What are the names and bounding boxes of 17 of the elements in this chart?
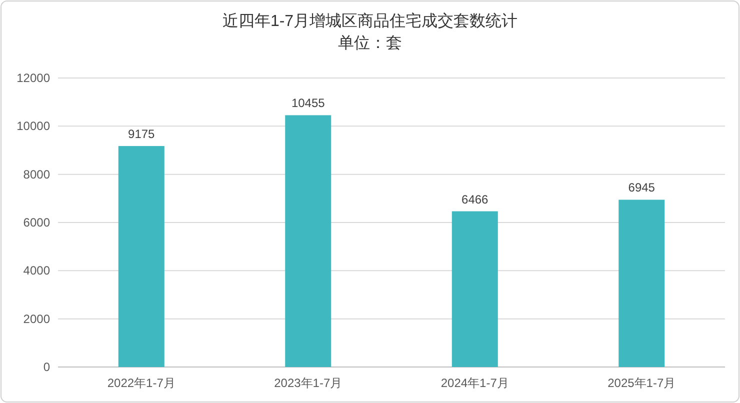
data-label: 6945 bbox=[628, 180, 656, 195]
y-tick-label: 6000 bbox=[23, 216, 50, 230]
x-tick-label: 2023年1-7月 bbox=[274, 376, 342, 390]
x-tick-label: 2022年1-7月 bbox=[107, 376, 176, 390]
y-tick-label: 2000 bbox=[23, 312, 50, 326]
x-tick-label: 2024年1-7月 bbox=[440, 376, 509, 390]
data-label: 6466 bbox=[462, 192, 489, 206]
y-tick-label: 10000 bbox=[16, 119, 50, 134]
y-tick-label: 0 bbox=[43, 360, 50, 374]
data-label: 9175 bbox=[128, 127, 156, 142]
data-label: 10455 bbox=[291, 96, 326, 110]
y-tick-label: 12000 bbox=[16, 71, 50, 85]
title: 近四年1-7月增城区商品住宅成交套数统计 bbox=[222, 13, 518, 30]
y-tick-label: 4000 bbox=[23, 264, 50, 278]
y-tick-label: 8000 bbox=[23, 167, 50, 182]
x-tick-label: 2025年1-7月 bbox=[608, 376, 676, 390]
subtitle: 单位：套 bbox=[338, 35, 402, 52]
